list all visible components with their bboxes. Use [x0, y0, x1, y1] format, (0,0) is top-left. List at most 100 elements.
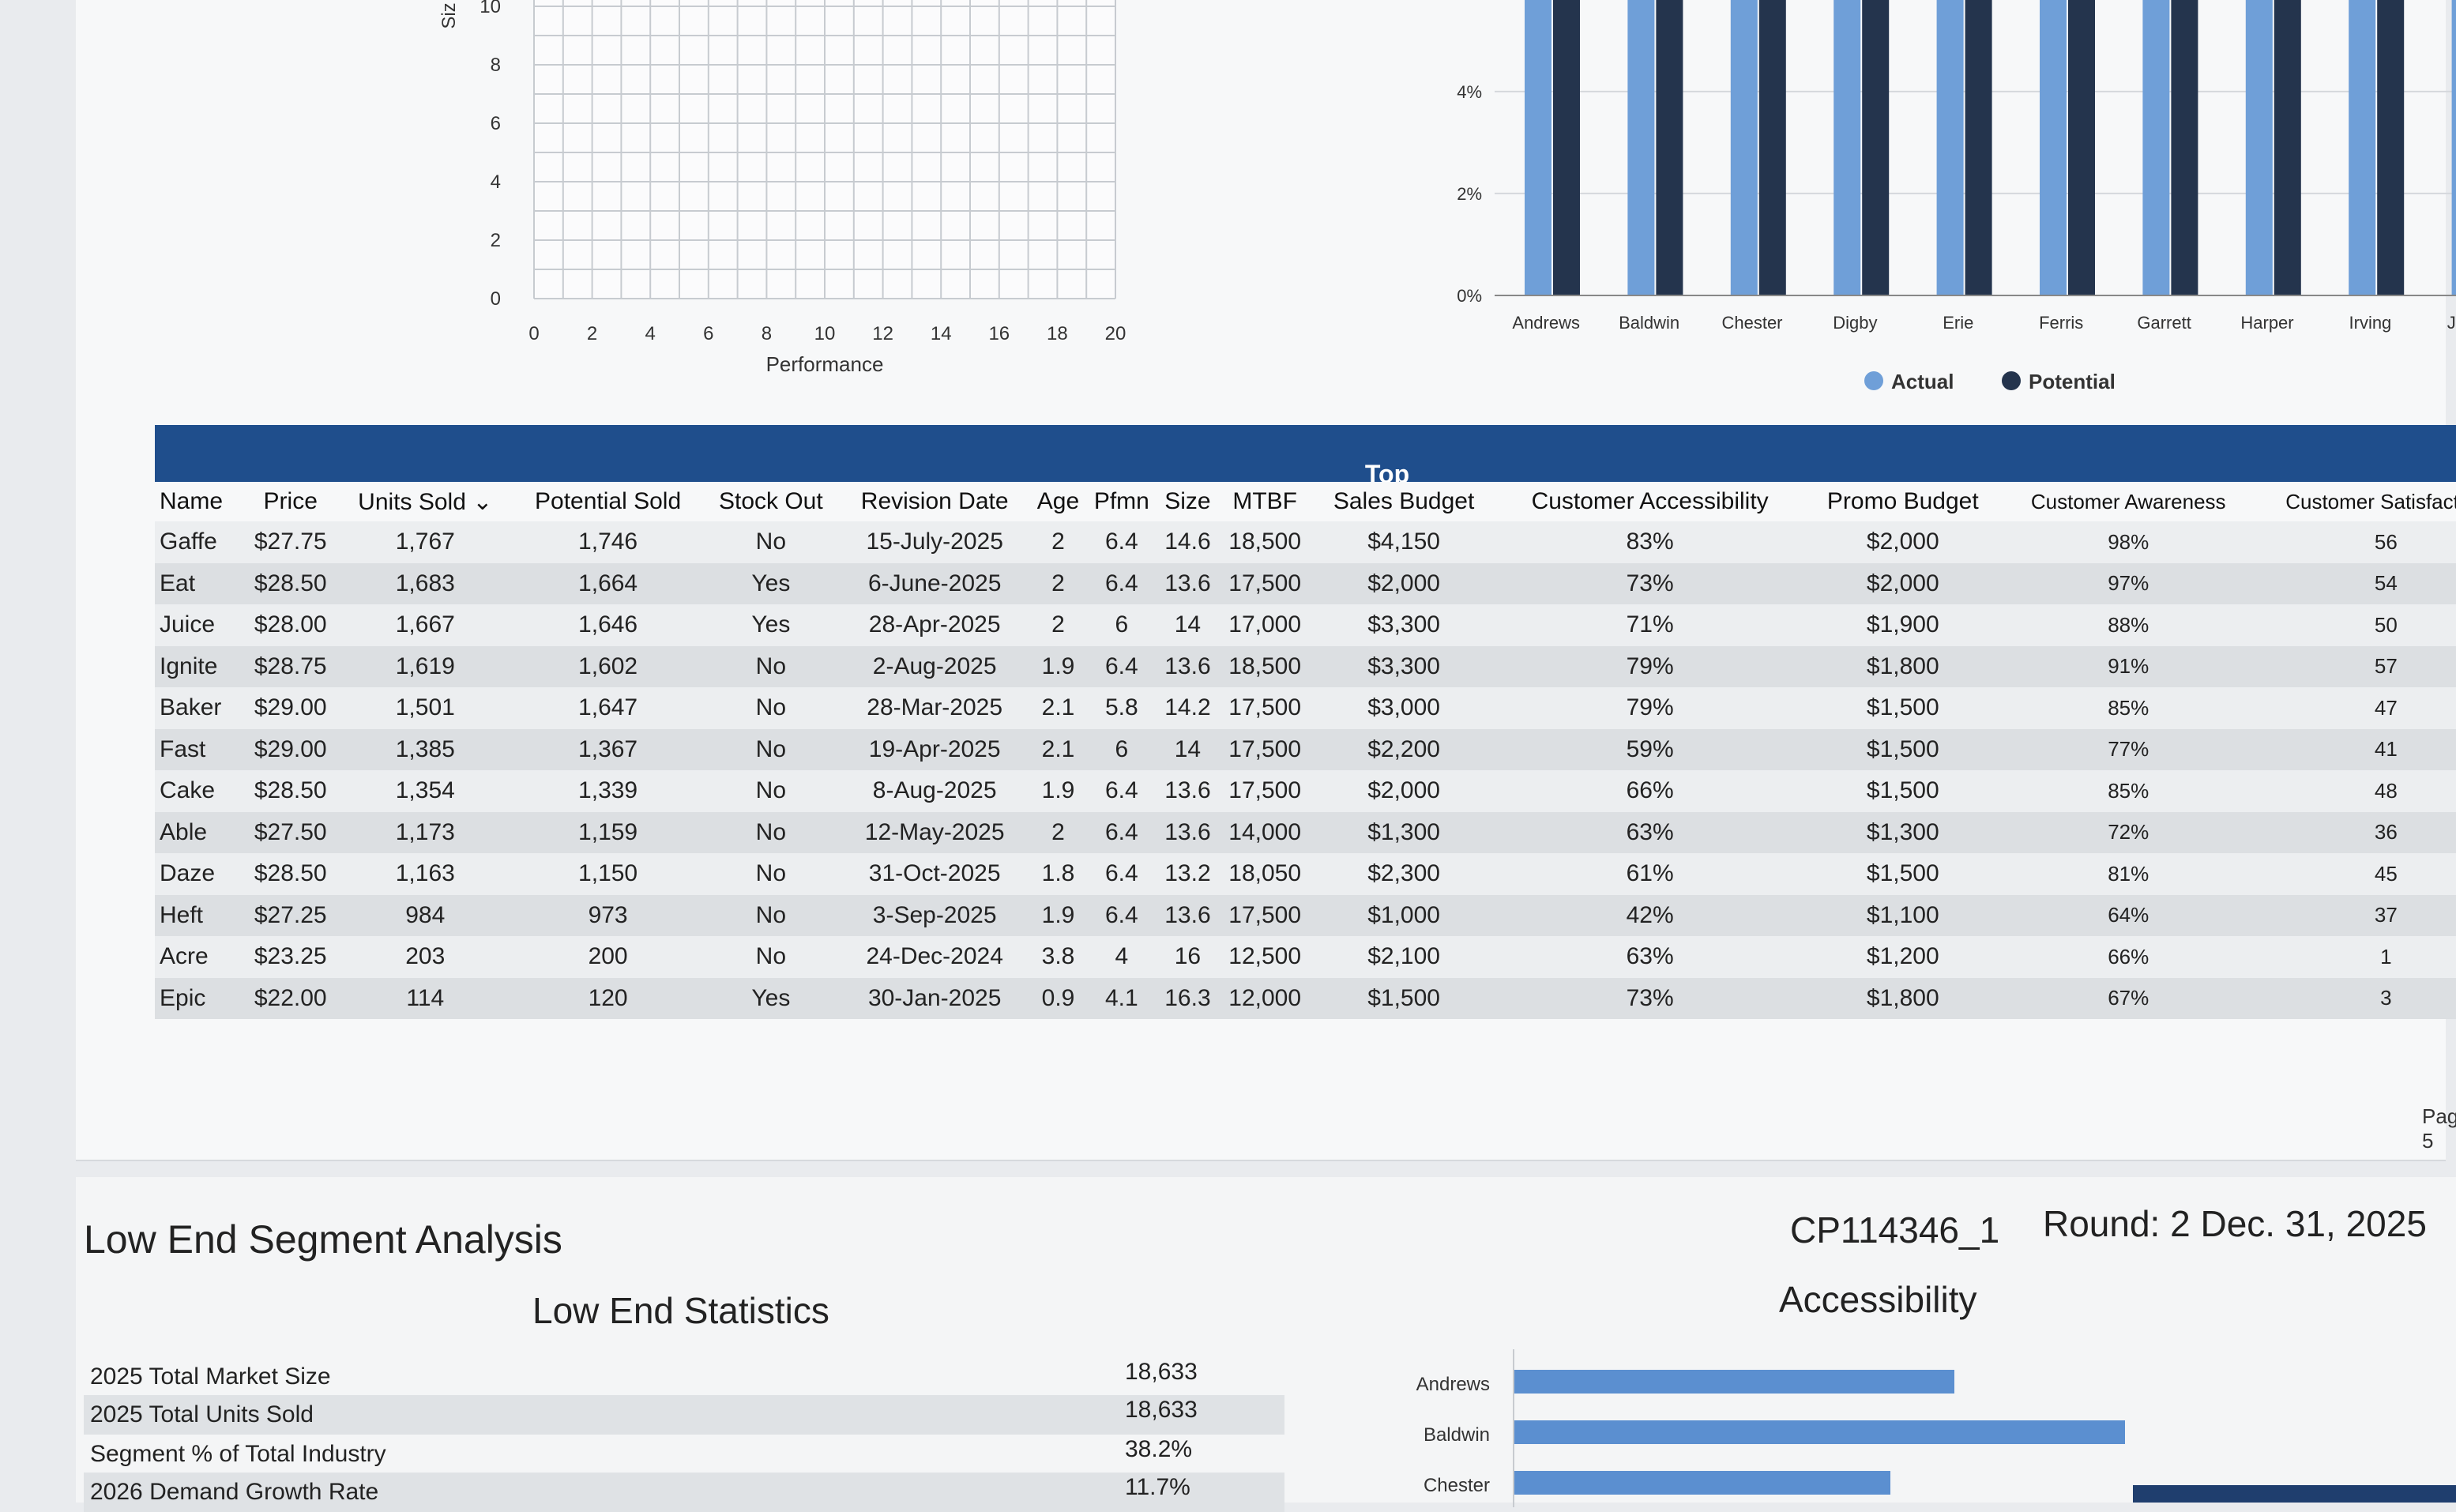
- table-cell: $3,000: [1311, 687, 1496, 729]
- table-cell: 13.6: [1157, 894, 1218, 936]
- table-cell: $1,500: [1803, 728, 2002, 770]
- table-cell: 83%: [1495, 521, 1804, 563]
- bar-actual: [2142, 0, 2170, 295]
- table-cell: 57: [2255, 645, 2456, 687]
- table-cell: 18,500: [1217, 645, 1312, 687]
- table-cell: 14.6: [1157, 521, 1218, 563]
- table-cell: 2.1: [1030, 728, 1086, 770]
- chevron-down-icon[interactable]: ⌄: [465, 488, 493, 515]
- y-tick-label: 10: [480, 0, 501, 17]
- y-tick-label: 0%: [1457, 286, 1482, 306]
- bar-actual: [1834, 0, 1861, 295]
- table-cell: $1,100: [1803, 894, 2002, 936]
- bar-actual: [2245, 0, 2273, 295]
- table-cell: 61%: [1495, 853, 1804, 895]
- bar-potential: [1965, 0, 1992, 295]
- bar: [1514, 1370, 1954, 1394]
- table-cell: 1,385: [337, 728, 513, 770]
- table-cell: 6.4: [1085, 894, 1158, 936]
- table-cell: $1,200: [1803, 936, 2002, 978]
- table-cell: 1,767: [337, 521, 513, 563]
- table-cell: 47: [2255, 687, 2456, 729]
- table-cell: No: [703, 811, 839, 853]
- bar-actual: [1525, 0, 1551, 295]
- table-cell: 17,500: [1217, 687, 1312, 729]
- table-cell: Able: [155, 811, 243, 853]
- table-cell: $3,300: [1311, 604, 1496, 646]
- table-cell: 17,500: [1217, 770, 1312, 812]
- table-cell: $2,000: [1311, 770, 1496, 812]
- table-cell: 15-July-2025: [838, 521, 1031, 563]
- table-cell: 200: [513, 936, 704, 978]
- table-cell: Fast: [155, 728, 243, 770]
- table-cell: Yes: [703, 977, 839, 1019]
- bar-potential: [1758, 0, 1786, 295]
- table-cell: 63%: [1495, 936, 1804, 978]
- table-cell: 19-Apr-2025: [838, 728, 1031, 770]
- x-tick-label: 12: [872, 323, 893, 344]
- bar-potential: [2171, 0, 2198, 295]
- x-tick-label: 18: [1047, 323, 1068, 344]
- table-cell: 56: [2255, 521, 2456, 563]
- table-cell: 85%: [2001, 770, 2255, 812]
- table-cell: $2,000: [1803, 521, 2002, 563]
- page-number: Page 5: [2422, 1104, 2456, 1153]
- table-cell: 73%: [1495, 977, 1804, 1019]
- table-cell: 6: [1085, 728, 1158, 770]
- bar: [1514, 1471, 1890, 1495]
- table-cell: 14: [1157, 604, 1218, 646]
- stat-row: 2025 Total Market Size 18,633: [84, 1357, 1284, 1397]
- table-cell: 13.2: [1157, 853, 1218, 895]
- table-cell: 6.4: [1085, 645, 1158, 687]
- table-cell: 4: [1085, 936, 1158, 978]
- table-cell: 66%: [2001, 936, 2255, 978]
- x-tick-label: Erie: [1943, 313, 1973, 333]
- bar-actual: [1730, 0, 1758, 295]
- table-cell: 13.6: [1157, 645, 1218, 687]
- table-cell: 2: [1030, 521, 1086, 563]
- stat-value: 18,633: [1125, 1359, 1198, 1385]
- table-cell: 4.1: [1085, 977, 1158, 1019]
- potential-vs-actual-chart: 0%2%4%6%AndrewsBaldwinChesterDigbyErieFe…: [1457, 0, 2456, 393]
- table-cell: 2: [1030, 604, 1086, 646]
- table-cell: 30-Jan-2025: [838, 977, 1031, 1019]
- column-header: Age: [1030, 482, 1086, 521]
- stat-label: 2025 Total Units Sold: [90, 1401, 314, 1427]
- x-tick-label: 10: [814, 323, 836, 344]
- table-cell: 1,150: [513, 853, 704, 895]
- table-cell: 1,602: [513, 645, 704, 687]
- table-cell: 50: [2255, 604, 2456, 646]
- table-cell: $1,000: [1311, 894, 1496, 936]
- table-cell: Heft: [155, 894, 243, 936]
- table-cell: 6.4: [1085, 853, 1158, 895]
- stat-value: 18,633: [1125, 1397, 1198, 1423]
- table-cell: 28-Apr-2025: [838, 604, 1031, 646]
- x-tick-label: Andrews: [1512, 313, 1580, 333]
- column-header: Price: [243, 482, 338, 521]
- accessibility-title: Accessibility: [1779, 1279, 1977, 1320]
- table-cell: 1.9: [1030, 770, 1086, 812]
- table-cell: 73%: [1495, 562, 1804, 604]
- bar-actual: [1627, 0, 1655, 295]
- table-cell: 1,367: [513, 728, 704, 770]
- table-cell: 81%: [2001, 853, 2255, 895]
- table-cell: $1,500: [1803, 770, 2002, 812]
- segment-title: Low End Segment Analysis: [84, 1217, 562, 1262]
- table-body: Gaffe $27.75 1,767 1,746 No 15-July-2025 2 6.4 1…: [155, 521, 2456, 1019]
- x-tick-label: Garrett: [2137, 313, 2191, 333]
- table-cell: No: [703, 853, 839, 895]
- table-cell: Ignite: [155, 645, 243, 687]
- bar-label: Chester: [1424, 1475, 1490, 1496]
- table-cell: 1,339: [513, 770, 704, 812]
- column-header: Potential Sold: [513, 482, 704, 521]
- column-header[interactable]: Units Sold ⌄: [337, 482, 513, 521]
- table-cell: 1,354: [337, 770, 513, 812]
- table-cell: 12,000: [1217, 977, 1312, 1019]
- x-tick-label: 6: [703, 323, 713, 344]
- table-cell: 97%: [2001, 562, 2255, 604]
- table-cell: 59%: [1495, 728, 1804, 770]
- table-cell: 1.9: [1030, 645, 1086, 687]
- table-cell: No: [703, 728, 839, 770]
- table-cell: $2,100: [1311, 936, 1496, 978]
- table-cell: 1,173: [337, 811, 513, 853]
